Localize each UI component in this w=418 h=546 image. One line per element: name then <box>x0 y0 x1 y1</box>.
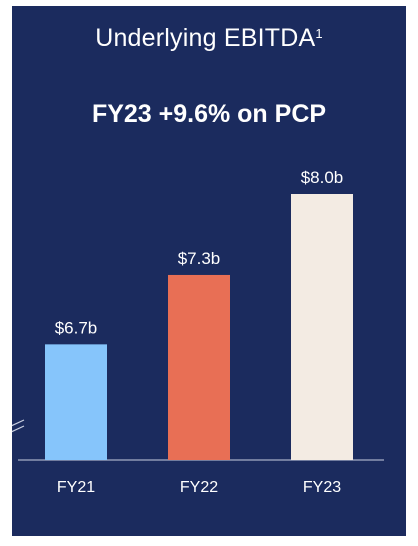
title-footnote-marker: 1 <box>315 26 323 41</box>
chart-subtitle: FY23 +9.6% on PCP <box>91 100 327 128</box>
data-label-fy21: $6.7b <box>55 318 98 337</box>
x-tick-label-fy21: FY21 <box>57 479 95 496</box>
data-label-fy23: $8.0b <box>301 168 344 187</box>
bar-fy23 <box>291 194 353 460</box>
axis-break-mark <box>12 419 25 427</box>
bar-fy22 <box>168 274 230 460</box>
data-label-fy22: $7.3b <box>178 249 221 268</box>
chart-title-text: Underlying EBITDA <box>95 24 316 52</box>
x-tick-label-fy22: FY22 <box>180 479 218 496</box>
x-tick-label-fy23: FY23 <box>303 479 341 496</box>
axis-break-mark <box>12 425 25 433</box>
bar-chart: $6.7b FY21 $7.3b FY22 $8.0b FY23 <box>12 168 384 496</box>
chart-title: Underlying EBITDA1 <box>12 24 406 53</box>
bar-fy21 <box>45 344 107 460</box>
chart-card: Underlying EBITDA1 FY23 +9.6% on PCP $6.… <box>12 6 406 536</box>
